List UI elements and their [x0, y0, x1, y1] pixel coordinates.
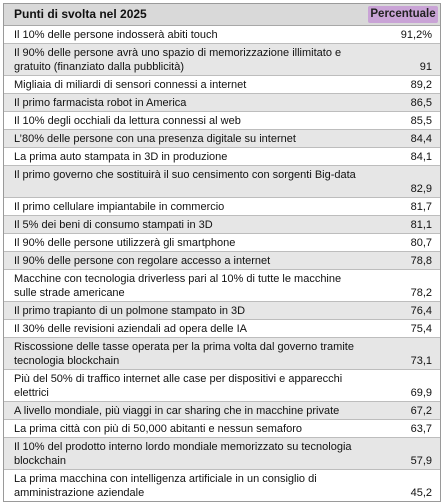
row-value: 73,1	[410, 355, 432, 367]
table-row: Riscossione delle tasse operata per la p…	[4, 338, 440, 370]
table-row: Il 5% dei beni di consumo stampati in 3D…	[4, 216, 440, 234]
table-row: L’80% delle persone con una presenza dig…	[4, 130, 440, 148]
row-label: La prima città con più di 50,000 abitant…	[14, 423, 303, 435]
row-label: Il primo trapianto di un polmone stampat…	[14, 305, 246, 317]
table-row: Il primo cellulare impiantabile in comme…	[4, 198, 440, 216]
table-row: Il 30% delle revisioni aziendali ad oper…	[4, 320, 440, 338]
row-value: 91	[419, 61, 432, 73]
row-label: Il 10% degli occhiali da lettura conness…	[14, 115, 241, 127]
row-value: 89,2	[410, 79, 432, 91]
table-row: Macchine con tecnologia driverless pari …	[4, 270, 440, 302]
row-label: La prima macchina con intelligenza artif…	[14, 473, 317, 499]
table-row: Migliaia di miliardi di sensori connessi…	[4, 76, 440, 94]
table-row: Il primo trapianto di un polmone stampat…	[4, 302, 440, 320]
row-label: Il 90% delle persone utilizzerà gli smar…	[14, 237, 236, 249]
row-value: 84,4	[410, 133, 432, 145]
row-value: 80,7	[410, 237, 432, 249]
row-value: 78,8	[410, 255, 432, 267]
table-row: La prima città con più di 50,000 abitant…	[4, 420, 440, 438]
row-value: 75,4	[410, 323, 432, 335]
table-row: Il 90% delle persone utilizzerà gli smar…	[4, 234, 440, 252]
row-value: 86,5	[410, 97, 432, 109]
table-header: Punti di svolta nel 2025 Percentuale	[4, 4, 440, 26]
row-value: 45,2	[410, 487, 432, 499]
table-row: A livello mondiale, più viaggi in car sh…	[4, 402, 440, 420]
row-value: 63,7	[410, 423, 432, 435]
table-row: Il 10% delle persone indosserà abiti tou…	[4, 26, 440, 44]
row-value: 84,1	[410, 151, 432, 163]
table-row: Il 90% delle persone con regolare access…	[4, 252, 440, 270]
header-title: Punti di svolta nel 2025	[14, 7, 147, 21]
row-value: 78,2	[410, 287, 432, 299]
row-label: Il 5% dei beni di consumo stampati in 3D	[14, 219, 213, 231]
row-label: A livello mondiale, più viaggi in car sh…	[14, 405, 340, 417]
row-value: 76,4	[410, 305, 432, 317]
table-row: Il primo governo che sostituirà il suo c…	[4, 166, 440, 198]
row-value: 91,2%	[400, 29, 432, 41]
row-value: 67,2	[410, 405, 432, 417]
row-label: Più del 50% di traffico internet alle ca…	[14, 373, 343, 399]
row-value: 69,9	[410, 387, 432, 399]
table-row: Il 90% delle persone avrà uno spazio di …	[4, 44, 440, 76]
table-row: Il 10% degli occhiali da lettura conness…	[4, 112, 440, 130]
table-row: La prima macchina con intelligenza artif…	[4, 470, 440, 501]
row-value: 82,9	[410, 183, 432, 195]
header-percentage: Percentuale	[368, 6, 438, 23]
table-row: La prima auto stampata in 3D in produzio…	[4, 148, 440, 166]
row-label: Il primo governo che sostituirà il suo c…	[14, 169, 356, 181]
row-label: Il 30% delle revisioni aziendali ad oper…	[14, 323, 247, 335]
row-value: 81,7	[410, 201, 432, 213]
row-label: La prima auto stampata in 3D in produzio…	[14, 151, 228, 163]
row-label: Macchine con tecnologia driverless pari …	[14, 273, 342, 299]
row-label: Il 10% del prodotto interno lordo mondia…	[14, 441, 352, 467]
row-value: 85,5	[410, 115, 432, 127]
row-label: Il 10% delle persone indosserà abiti tou…	[14, 29, 218, 41]
row-label: Il primo farmacista robot in America	[14, 97, 187, 109]
table-row: Il 10% del prodotto interno lordo mondia…	[4, 438, 440, 470]
row-label: L’80% delle persone con una presenza dig…	[14, 133, 296, 145]
turning-points-table: Punti di svolta nel 2025 Percentuale Il …	[3, 3, 441, 502]
row-value: 57,9	[410, 455, 432, 467]
row-label: Il primo cellulare impiantabile in comme…	[14, 201, 225, 213]
row-label: Migliaia di miliardi di sensori connessi…	[14, 79, 247, 91]
row-label: Riscossione delle tasse operata per la p…	[14, 341, 354, 367]
table-row: Il primo farmacista robot in America 86,…	[4, 94, 440, 112]
row-value: 81,1	[410, 219, 432, 231]
table-row: Più del 50% di traffico internet alle ca…	[4, 370, 440, 402]
row-label: Il 90% delle persone avrà uno spazio di …	[14, 47, 342, 73]
row-label: Il 90% delle persone con regolare access…	[14, 255, 271, 267]
